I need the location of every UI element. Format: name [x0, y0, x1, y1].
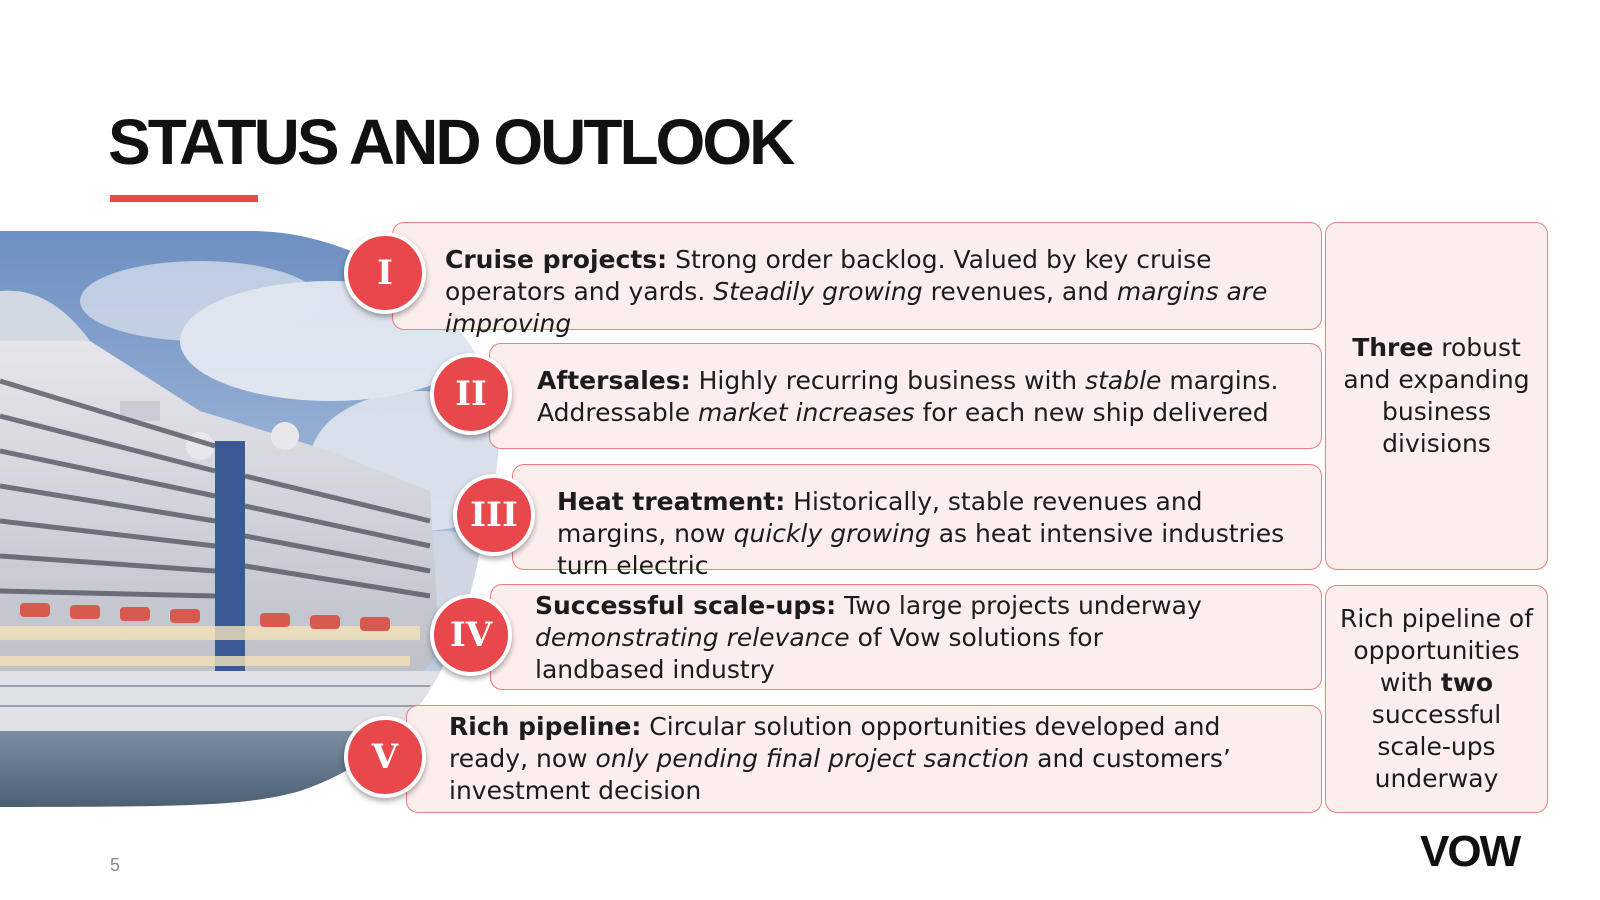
item-text-segment: of Vow solutions for landbased industry: [535, 623, 1103, 684]
item-text-heat-treatment: Heat treatment: Historically, stable rev…: [557, 486, 1317, 582]
item-text-segment: margins are improving: [445, 277, 1268, 338]
numeral-badge-v: V: [344, 716, 426, 798]
item-box-scale-ups: [490, 584, 1322, 690]
item-text-segment: revenues, and: [922, 277, 1117, 306]
item-text-segment: Circular solution opportunities develope…: [449, 712, 1221, 773]
side-box-text-segment: two: [1440, 668, 1494, 697]
numeral-badge-ii: II: [430, 353, 512, 435]
side-box-text-segment: Three: [1352, 333, 1434, 362]
side-box-text-segment: successful scale-ups underway: [1371, 700, 1502, 793]
item-text-segment: Steadily growing: [713, 277, 923, 306]
numeral-badge-iv: IV: [430, 594, 512, 676]
side-box-text: Rich pipeline of opportunities with two …: [1336, 603, 1537, 795]
item-text-segment: Two large projects underway: [836, 591, 1202, 620]
side-box-pipeline: Rich pipeline of opportunities with two …: [1325, 585, 1548, 813]
title-underline: [110, 195, 258, 202]
item-text-segment: demonstrating relevance: [535, 623, 850, 652]
item-text-segment: margins. Addressable: [537, 366, 1279, 427]
page-title: STATUS AND OUTLOOK: [108, 106, 795, 178]
item-text-segment: Cruise projects:: [445, 245, 668, 274]
item-text-segment: Historically, stable revenues and margin…: [557, 487, 1203, 548]
item-text-segment: stable: [1085, 366, 1162, 395]
item-text-aftersales: Aftersales: Highly recurring business wi…: [537, 365, 1297, 429]
side-box-text: Three robust and expanding business divi…: [1340, 332, 1533, 460]
item-text-segment: Heat treatment:: [557, 487, 786, 516]
side-box-text-segment: Rich pipeline of opportunities with: [1339, 604, 1534, 697]
item-text-segment: Highly recurring business with: [690, 366, 1086, 395]
item-text-segment: as heat intensive industries turn electr…: [557, 519, 1285, 580]
side-box-text-segment: robust and expanding business divisions: [1343, 333, 1530, 458]
item-text-segment: only pending final project sanction: [595, 744, 1030, 773]
item-text-segment: Successful scale-ups:: [535, 591, 837, 620]
numeral-badge-i: I: [344, 232, 426, 314]
vow-logo: VOW: [1420, 827, 1521, 876]
item-text-segment: and customers’ investment decision: [449, 744, 1231, 805]
item-text-segment: for each new ship delivered: [914, 398, 1269, 427]
item-box-aftersales: [489, 343, 1322, 449]
item-text-segment: Aftersales:: [537, 366, 691, 395]
page-number: 5: [110, 855, 121, 875]
item-text-cruise-projects: Cruise projects: Strong order backlog. V…: [445, 244, 1295, 340]
item-text-segment: market increases: [698, 398, 915, 427]
item-box-heat-treatment: [512, 464, 1322, 570]
item-text-segment: Rich pipeline:: [449, 712, 642, 741]
item-text-rich-pipeline: Rich pipeline: Circular solution opportu…: [449, 711, 1269, 807]
item-text-scale-ups: Successful scale-ups: Two large projects…: [535, 590, 1215, 686]
side-box-divisions: Three robust and expanding business divi…: [1325, 222, 1548, 570]
item-box-rich-pipeline: [406, 705, 1322, 813]
item-text-segment: Strong order backlog. Valued by key crui…: [445, 245, 1212, 306]
item-text-segment: quickly growing: [733, 519, 931, 548]
item-box-cruise-projects: [392, 222, 1322, 330]
numeral-badge-iii: III: [453, 474, 535, 556]
